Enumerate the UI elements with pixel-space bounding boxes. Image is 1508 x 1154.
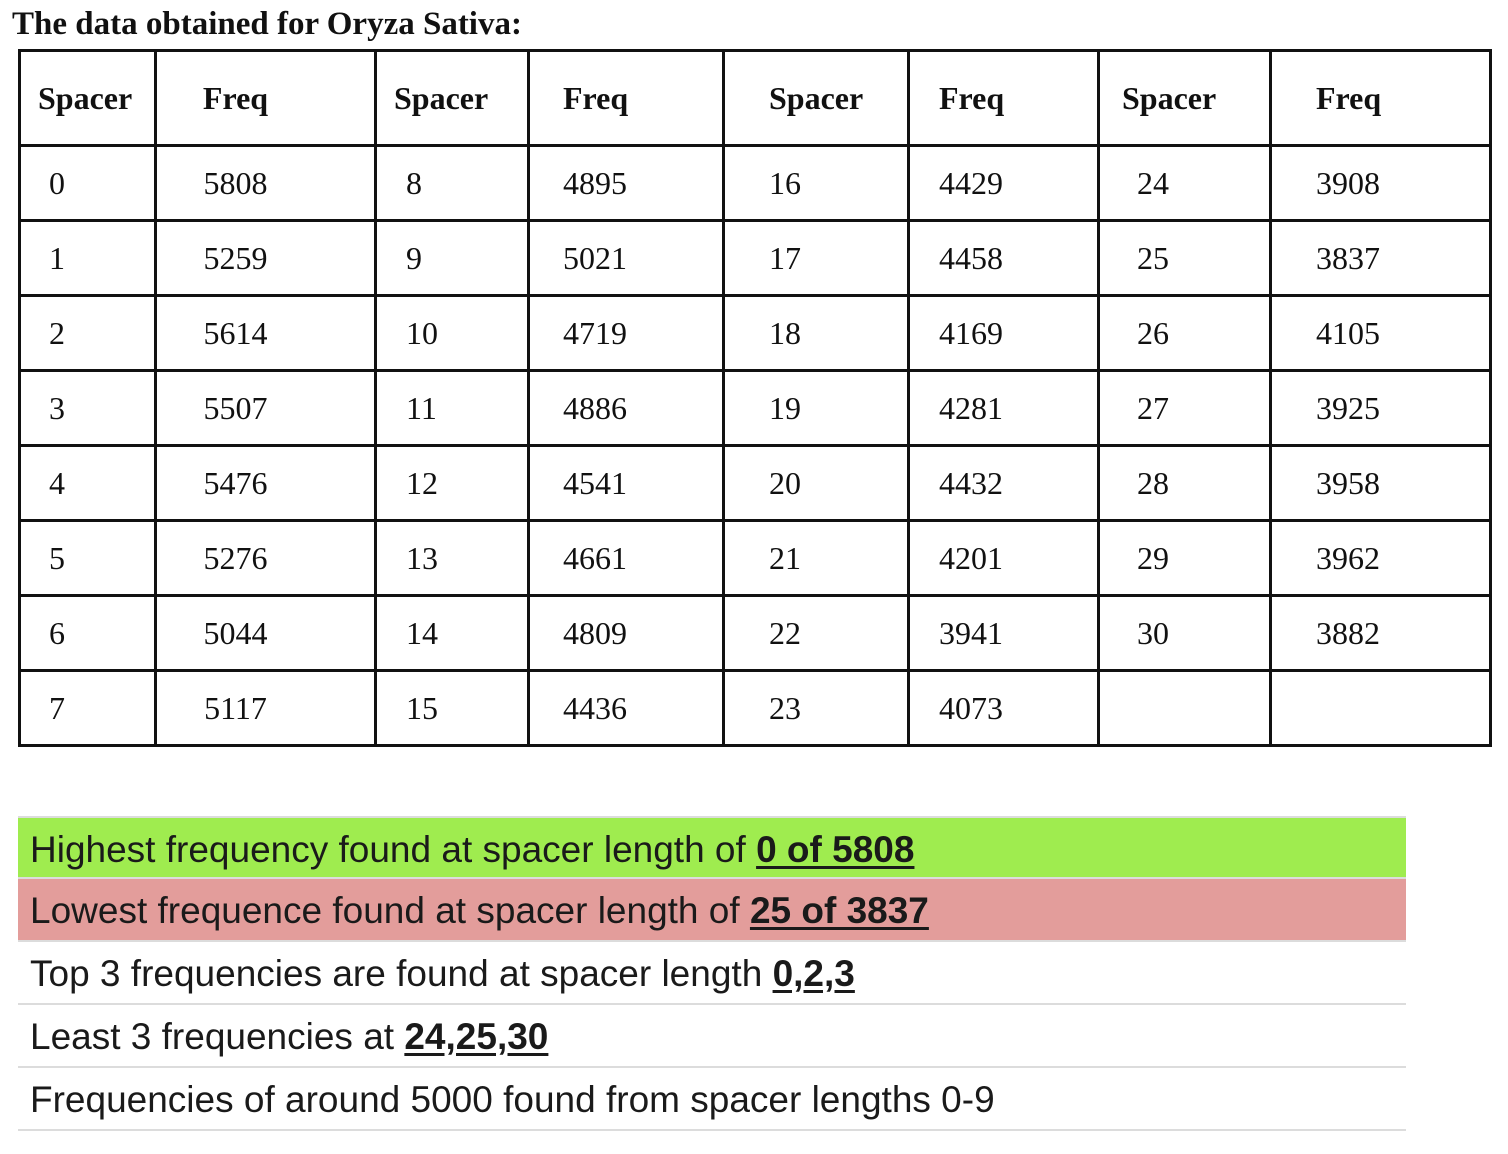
table-cell: 13: [374, 519, 530, 597]
table-cell: 4458: [907, 219, 1100, 297]
table-cell: 22: [722, 594, 910, 672]
table-cell: 10: [374, 294, 530, 372]
column-header: Spacer: [374, 49, 530, 147]
table-cell: 4429: [907, 144, 1100, 222]
table-cell: 4661: [527, 519, 725, 597]
summary-text: Highest frequency found at spacer length…: [30, 829, 757, 870]
table-cell: 4281: [907, 369, 1100, 447]
table-row: 0 5808 8 4895 16 4429 24 3908: [18, 144, 1492, 222]
table-cell: 1: [18, 219, 157, 297]
column-header: Spacer: [722, 49, 910, 147]
table-cell: 11: [374, 369, 530, 447]
table-cell: 5614: [154, 294, 377, 372]
table-cell: 7: [18, 669, 157, 747]
table-cell: 5259: [154, 219, 377, 297]
summary-text: Lowest frequence found at spacer length …: [30, 890, 750, 931]
table-cell: 15: [374, 669, 530, 747]
table-cell: 4436: [527, 669, 725, 747]
table-cell: 4073: [907, 669, 1100, 747]
table-cell: 12: [374, 444, 530, 522]
table-cell: 5476: [154, 444, 377, 522]
table-cell: 4895: [527, 144, 725, 222]
table-cell: 30: [1097, 594, 1272, 672]
table-row: 7 5117 15 4436 23 4073: [18, 669, 1492, 747]
table-cell: 23: [722, 669, 910, 747]
table-cell: 20: [722, 444, 910, 522]
table-cell: 5021: [527, 219, 725, 297]
table-cell: 14: [374, 594, 530, 672]
table-row: 6 5044 14 4809 22 3941 30 3882: [18, 594, 1492, 672]
summary-least-three: Least 3 frequencies at 24,25,30: [18, 1005, 1406, 1068]
summary-lowest: Lowest frequence found at spacer length …: [18, 879, 1406, 942]
summary-highest: Highest frequency found at spacer length…: [18, 816, 1406, 879]
table-cell: 3: [18, 369, 157, 447]
table-row: 1 5259 9 5021 17 4458 25 3837: [18, 219, 1492, 297]
table-cell: 5117: [154, 669, 377, 747]
page-title: The data obtained for Oryza Sativa:: [12, 6, 522, 42]
summary-around-5000: Frequencies of around 5000 found from sp…: [18, 1068, 1406, 1131]
summary-emphasis: 24,25,30: [404, 1016, 549, 1057]
table-cell: 5276: [154, 519, 377, 597]
table-cell: 4541: [527, 444, 725, 522]
table-cell: 6: [18, 594, 157, 672]
column-header: Freq: [907, 49, 1100, 147]
table-cell: [1269, 669, 1492, 747]
table-header-row: Spacer Freq Spacer Freq Spacer Freq Spac…: [18, 49, 1492, 147]
column-header: Spacer: [1097, 49, 1272, 147]
table-cell: 0: [18, 144, 157, 222]
column-header: Freq: [154, 49, 377, 147]
summary-text: Top 3 frequencies are found at spacer le…: [30, 953, 773, 994]
table-cell: 3837: [1269, 219, 1492, 297]
table-cell: 3958: [1269, 444, 1492, 522]
table-cell: 18: [722, 294, 910, 372]
summary-emphasis: 25 of 3837: [749, 890, 929, 931]
table-cell: 4432: [907, 444, 1100, 522]
table-row: 5 5276 13 4661 21 4201 29 3962: [18, 519, 1492, 597]
table-cell: 3908: [1269, 144, 1492, 222]
table-cell: 16: [722, 144, 910, 222]
summary-text: Least 3 frequencies at: [30, 1016, 405, 1057]
table-cell: [1097, 669, 1272, 747]
table-cell: 4: [18, 444, 157, 522]
table-cell: 4719: [527, 294, 725, 372]
column-header: Freq: [527, 49, 725, 147]
table-cell: 3962: [1269, 519, 1492, 597]
table-cell: 5044: [154, 594, 377, 672]
table-cell: 3941: [907, 594, 1100, 672]
table-cell: 4105: [1269, 294, 1492, 372]
table-cell: 21: [722, 519, 910, 597]
summary-text: Frequencies of around 5000 found from sp…: [30, 1079, 995, 1120]
summary-emphasis: 0,2,3: [772, 953, 855, 994]
table-cell: 9: [374, 219, 530, 297]
table-cell: 27: [1097, 369, 1272, 447]
table-cell: 24: [1097, 144, 1272, 222]
table-cell: 5507: [154, 369, 377, 447]
table-row: 3 5507 11 4886 19 4281 27 3925: [18, 369, 1492, 447]
table-cell: 25: [1097, 219, 1272, 297]
table-cell: 5: [18, 519, 157, 597]
table-cell: 26: [1097, 294, 1272, 372]
table-cell: 4169: [907, 294, 1100, 372]
spacer-frequency-table: Spacer Freq Spacer Freq Spacer Freq Spac…: [18, 49, 1492, 747]
summary-top-three: Top 3 frequencies are found at spacer le…: [18, 942, 1406, 1005]
table-cell: 17: [722, 219, 910, 297]
table-cell: 8: [374, 144, 530, 222]
summary-emphasis: 0 of 5808: [756, 829, 915, 870]
table-cell: 4886: [527, 369, 725, 447]
column-header: Spacer: [18, 49, 157, 147]
table-cell: 29: [1097, 519, 1272, 597]
table-cell: 19: [722, 369, 910, 447]
table-cell: 3925: [1269, 369, 1492, 447]
table-cell: 4809: [527, 594, 725, 672]
table-cell: 28: [1097, 444, 1272, 522]
summary-list: Highest frequency found at spacer length…: [18, 816, 1406, 1131]
table-cell: 5808: [154, 144, 377, 222]
table-row: 4 5476 12 4541 20 4432 28 3958: [18, 444, 1492, 522]
table-cell: 4201: [907, 519, 1100, 597]
table-cell: 3882: [1269, 594, 1492, 672]
table-cell: 2: [18, 294, 157, 372]
table-row: 2 5614 10 4719 18 4169 26 4105: [18, 294, 1492, 372]
column-header: Freq: [1269, 49, 1492, 147]
